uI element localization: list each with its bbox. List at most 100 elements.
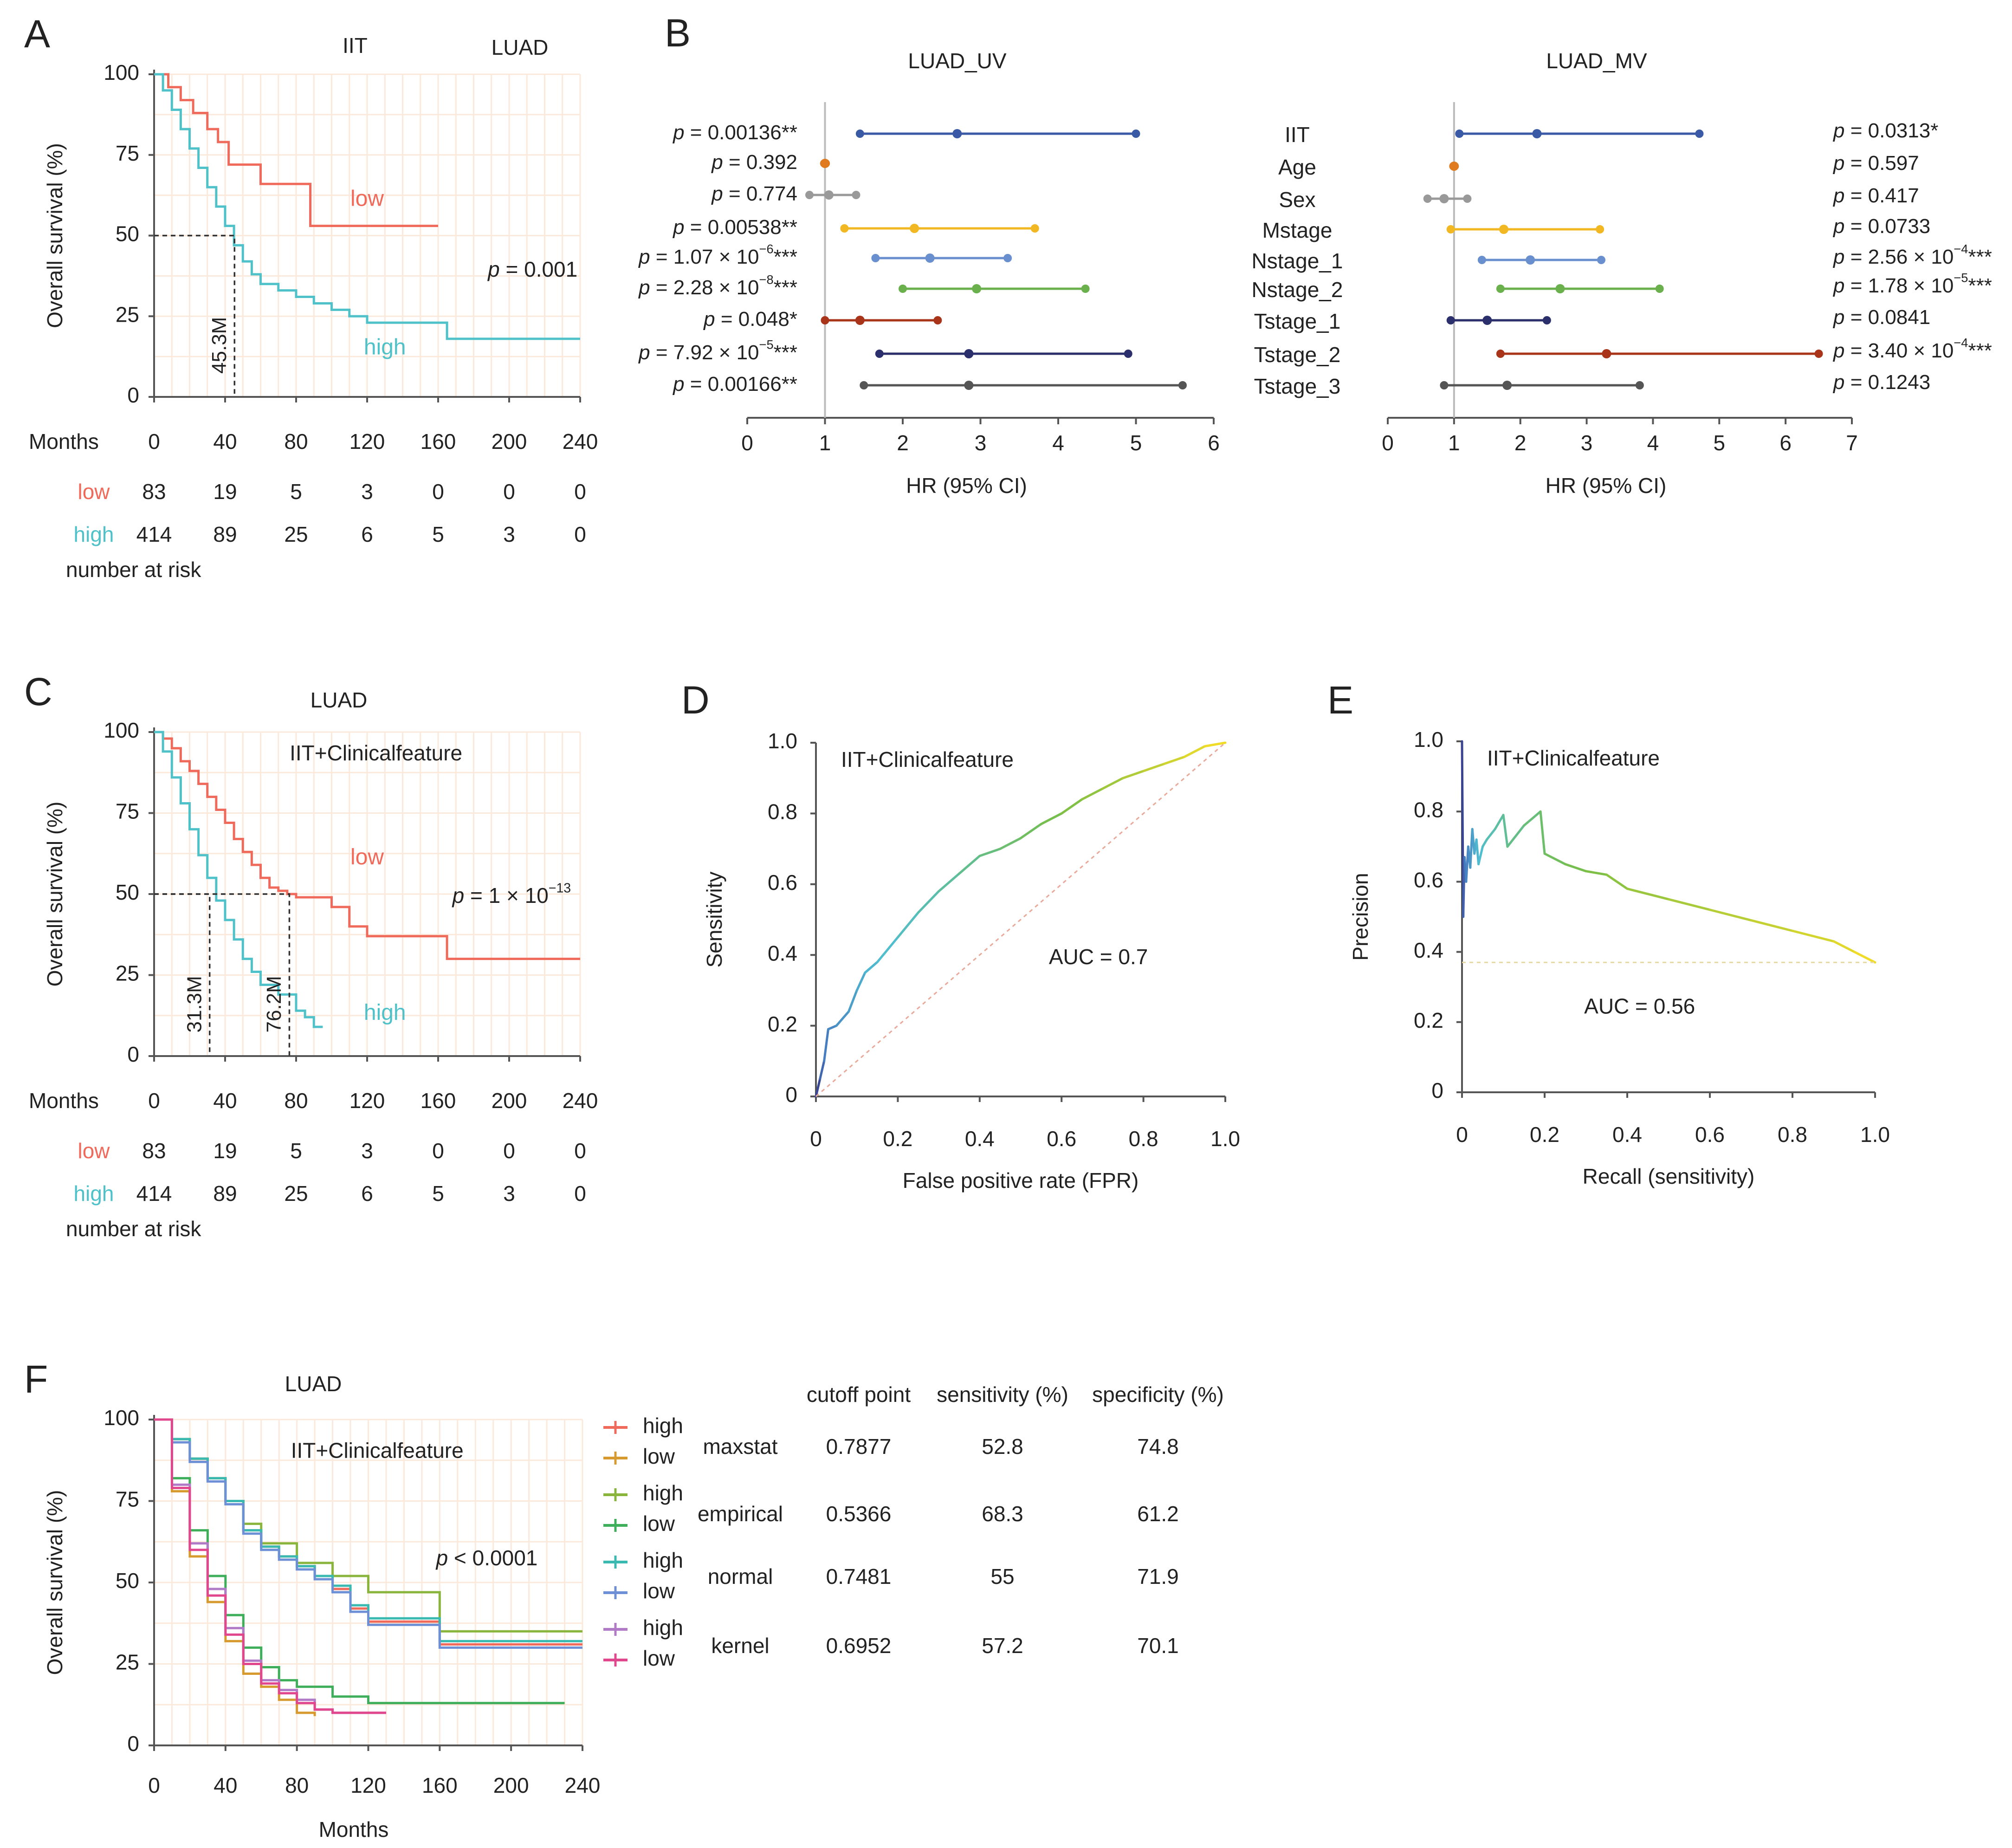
table-cutoff: 0.7877 (826, 1434, 892, 1459)
table-cutoff: 0.5366 (826, 1502, 892, 1526)
ci-low-point (1446, 316, 1455, 324)
curve-segment (1494, 814, 1505, 830)
curve-segment (1142, 763, 1165, 772)
hr-point (1449, 162, 1459, 171)
diagonal-reference (815, 742, 1226, 1097)
curve-segment (1832, 940, 1856, 953)
hr-point (824, 190, 834, 200)
variable-label: Tstage_3 (1254, 374, 1341, 398)
panel-title: LUAD_MV (1546, 49, 1647, 73)
hr-point (952, 129, 962, 138)
curve-segment (1485, 828, 1496, 841)
risk-table-count: 3 (503, 522, 515, 546)
variable-label: Tstage_1 (1254, 309, 1341, 333)
x-tick-label: 0.6 (1695, 1122, 1725, 1147)
panel-label: E (1327, 678, 1353, 722)
series-label-low: low (350, 187, 384, 211)
ci-low-point (1496, 285, 1505, 293)
risk-table-group-low: low (78, 480, 110, 504)
legend-label: low (643, 1646, 675, 1670)
risk-table-count: 19 (213, 480, 237, 504)
p-value: p = 7.92 × 10−5*** (638, 337, 797, 364)
risk-table-month: 160 (421, 429, 456, 454)
risk-table-count: 0 (432, 1139, 444, 1163)
y-axis-title: Overall survival (%) (43, 1490, 67, 1675)
x-tick-label: 2 (1514, 431, 1527, 455)
legend-label: low (643, 1579, 675, 1603)
risk-table-count: 414 (136, 522, 172, 546)
table-method: maxstat (703, 1434, 777, 1459)
risk-table-month: 200 (492, 1089, 527, 1113)
x-tick-label: 0.8 (1778, 1122, 1807, 1147)
x-tick-label: 5 (1713, 431, 1725, 455)
y-tick-label: 0 (1431, 1078, 1443, 1102)
x-axis-title: Months (319, 1817, 389, 1842)
ci-low-point (821, 316, 829, 324)
curve-segment (1708, 908, 1753, 922)
risk-table-header: Months (29, 1089, 99, 1113)
risk-table-group-high: high (74, 522, 114, 546)
risk-table-count: 89 (213, 1181, 237, 1206)
curve-segment (1506, 824, 1525, 848)
y-axis-title: Precision (1348, 873, 1372, 960)
variable-label: Age (1278, 155, 1316, 179)
risk-table-count: 3 (361, 480, 373, 504)
y-tick-label: 25 (116, 961, 139, 986)
hr-point (964, 381, 974, 390)
y-tick-label: 75 (116, 799, 139, 823)
x-tick-label: 3 (975, 431, 987, 455)
risk-table-count: 25 (284, 1181, 308, 1206)
ci-high-point (1030, 224, 1039, 233)
curve-segment (855, 971, 867, 992)
curve-segment (1019, 823, 1042, 840)
curve-segment (938, 872, 961, 893)
auc-label: AUC = 0.7 (1049, 945, 1148, 969)
survival-curve-maxstat-low (154, 1418, 316, 1716)
median-line (154, 234, 236, 397)
x-tick-label: 5 (1130, 431, 1142, 455)
risk-table-month: 40 (213, 1089, 237, 1113)
y-tick-label: 50 (116, 880, 139, 904)
risk-table-count: 0 (574, 1139, 586, 1163)
y-tick-label: 0.2 (1414, 1008, 1443, 1032)
hr-point (972, 284, 982, 293)
survival-curve-high (154, 73, 580, 340)
curve-segment (876, 936, 899, 963)
ci-low-point (805, 191, 814, 199)
p-value: p = 0.00136** (672, 121, 797, 144)
series-label-high: high (364, 335, 406, 359)
curve-segment (1122, 770, 1145, 779)
hr-point (1555, 284, 1565, 293)
risk-table-month: 120 (349, 429, 385, 454)
y-tick-label: 1.0 (768, 729, 797, 753)
risk-table-count: 0 (574, 522, 586, 546)
y-tick-label: 0.8 (1414, 798, 1443, 822)
median-label: 31.3M (183, 976, 206, 1032)
x-tick-label: 1 (1448, 431, 1460, 455)
hr-point (1502, 381, 1512, 390)
x-tick-label: 160 (422, 1773, 458, 1797)
risk-table-footer: number at risk (66, 558, 201, 582)
curve-segment (827, 1025, 838, 1031)
p-value: p = 0.597 (1832, 152, 1919, 175)
risk-table-month: 240 (563, 1089, 598, 1113)
auc-label: AUC = 0.56 (1584, 994, 1695, 1018)
risk-table-group-high: high (74, 1181, 114, 1206)
table-specificity: 71.9 (1137, 1564, 1179, 1589)
curve-segment (1502, 814, 1509, 848)
risk-table-count: 5 (432, 522, 444, 546)
ci-high-point (1132, 130, 1140, 138)
p-value: p = 0.00166** (672, 373, 797, 396)
x-tick-label: 0 (810, 1127, 822, 1151)
risk-table-month: 80 (284, 1089, 308, 1113)
table-specificity: 61.2 (1137, 1502, 1179, 1526)
risk-table-count: 0 (574, 1181, 586, 1206)
table-method: empirical (698, 1502, 783, 1526)
variable-label: Tstage_2 (1254, 343, 1341, 367)
median-label: 45.3M (208, 317, 231, 374)
ci-low-point (875, 350, 884, 358)
x-tick-label: 0.4 (1612, 1122, 1642, 1147)
table-specificity: 74.8 (1137, 1434, 1179, 1459)
curve-segment (1482, 838, 1488, 848)
risk-table-count: 89 (213, 522, 237, 546)
